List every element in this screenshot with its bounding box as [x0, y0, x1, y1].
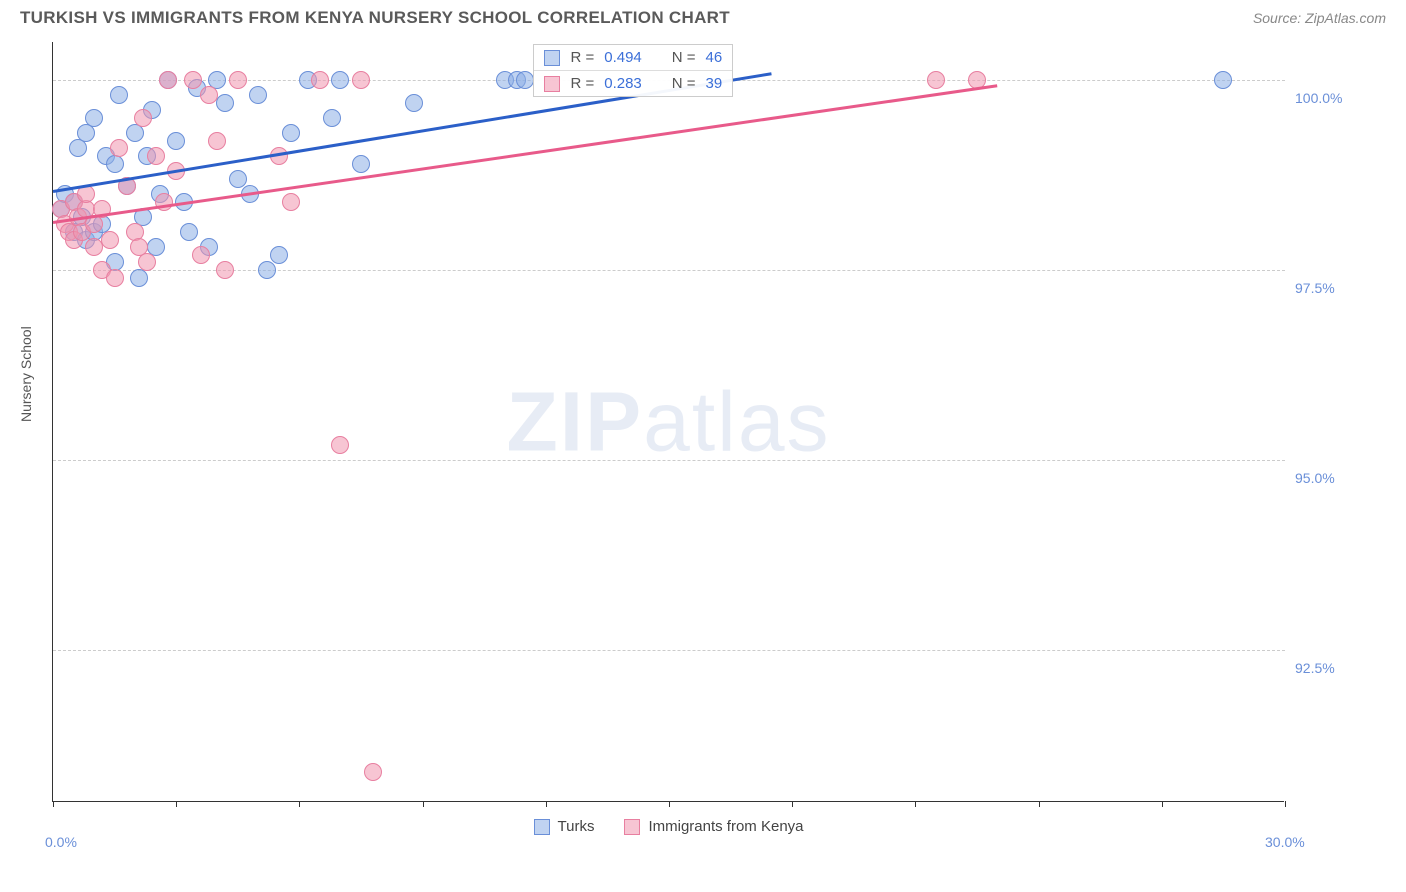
scatter-point	[927, 71, 945, 89]
legend-swatch	[544, 50, 560, 66]
legend-swatch	[544, 76, 560, 92]
plot-area: ZIPatlas 92.5%95.0%97.5%100.0%0.0%30.0%R…	[52, 42, 1284, 802]
scatter-point	[147, 147, 165, 165]
legend-swatch	[534, 819, 550, 835]
scatter-point	[130, 238, 148, 256]
n-value: 46	[706, 49, 723, 66]
x-tick	[546, 801, 547, 807]
scatter-point	[85, 109, 103, 127]
scatter-point	[331, 436, 349, 454]
scatter-point	[323, 109, 341, 127]
y-axis-label: Nursery School	[18, 326, 34, 422]
x-tick	[1162, 801, 1163, 807]
scatter-point	[159, 71, 177, 89]
scatter-point	[249, 86, 267, 104]
x-tick	[423, 801, 424, 807]
scatter-point	[1214, 71, 1232, 89]
scatter-point	[180, 223, 198, 241]
scatter-point	[282, 124, 300, 142]
scatter-point	[85, 238, 103, 256]
watermark-atlas: atlas	[643, 374, 830, 468]
gridline-h	[53, 270, 1285, 271]
legend-swatch	[624, 819, 640, 835]
trend-line	[53, 84, 998, 223]
scatter-point	[352, 71, 370, 89]
scatter-point	[134, 109, 152, 127]
watermark-zip: ZIP	[506, 374, 643, 468]
y-tick-label: 100.0%	[1295, 90, 1342, 106]
x-tick	[669, 801, 670, 807]
legend-item: Turks	[534, 818, 595, 835]
scatter-point	[405, 94, 423, 112]
x-tick	[1039, 801, 1040, 807]
r-label: R =	[570, 75, 594, 92]
scatter-point	[110, 139, 128, 157]
y-tick-label: 95.0%	[1295, 470, 1335, 486]
correlation-legend-row: R = 0.494 N = 46	[534, 45, 732, 71]
chart-title: TURKISH VS IMMIGRANTS FROM KENYA NURSERY…	[20, 8, 730, 28]
scatter-point	[364, 763, 382, 781]
r-value: 0.283	[604, 75, 642, 92]
watermark: ZIPatlas	[506, 373, 830, 470]
scatter-point	[258, 261, 276, 279]
scatter-point	[192, 246, 210, 264]
scatter-point	[229, 71, 247, 89]
legend-item: Immigrants from Kenya	[624, 818, 803, 835]
chart-container: Nursery School ZIPatlas 92.5%95.0%97.5%1…	[0, 32, 1406, 852]
scatter-point	[352, 155, 370, 173]
x-tick	[176, 801, 177, 807]
n-label: N =	[672, 49, 696, 66]
x-tick	[915, 801, 916, 807]
scatter-point	[331, 71, 349, 89]
series-legend: Turks Immigrants from Kenya	[534, 818, 804, 835]
scatter-point	[311, 71, 329, 89]
correlation-legend-row: R = 0.283 N = 39	[534, 71, 732, 96]
scatter-point	[216, 94, 234, 112]
x-tick-label: 0.0%	[45, 834, 77, 850]
legend-label: Turks	[558, 818, 595, 835]
scatter-point	[101, 231, 119, 249]
scatter-point	[208, 132, 226, 150]
y-tick-label: 97.5%	[1295, 280, 1335, 296]
n-label: N =	[672, 75, 696, 92]
scatter-point	[282, 193, 300, 211]
n-value: 39	[706, 75, 723, 92]
scatter-point	[229, 170, 247, 188]
scatter-point	[516, 71, 534, 89]
x-tick	[53, 801, 54, 807]
r-value: 0.494	[604, 49, 642, 66]
chart-source: Source: ZipAtlas.com	[1253, 10, 1386, 26]
r-label: R =	[570, 49, 594, 66]
scatter-point	[184, 71, 202, 89]
scatter-point	[200, 86, 218, 104]
scatter-point	[167, 132, 185, 150]
y-tick-label: 92.5%	[1295, 660, 1335, 676]
x-tick	[1285, 801, 1286, 807]
scatter-point	[138, 253, 156, 271]
chart-header: TURKISH VS IMMIGRANTS FROM KENYA NURSERY…	[0, 0, 1406, 32]
legend-label: Immigrants from Kenya	[648, 818, 803, 835]
scatter-point	[216, 261, 234, 279]
scatter-point	[270, 246, 288, 264]
scatter-point	[106, 155, 124, 173]
gridline-h	[53, 650, 1285, 651]
x-tick	[299, 801, 300, 807]
x-tick-label: 30.0%	[1265, 834, 1305, 850]
correlation-legend: R = 0.494 N = 46 R = 0.283 N = 39	[533, 44, 733, 97]
scatter-point	[106, 269, 124, 287]
gridline-h	[53, 460, 1285, 461]
x-tick	[792, 801, 793, 807]
scatter-point	[110, 86, 128, 104]
